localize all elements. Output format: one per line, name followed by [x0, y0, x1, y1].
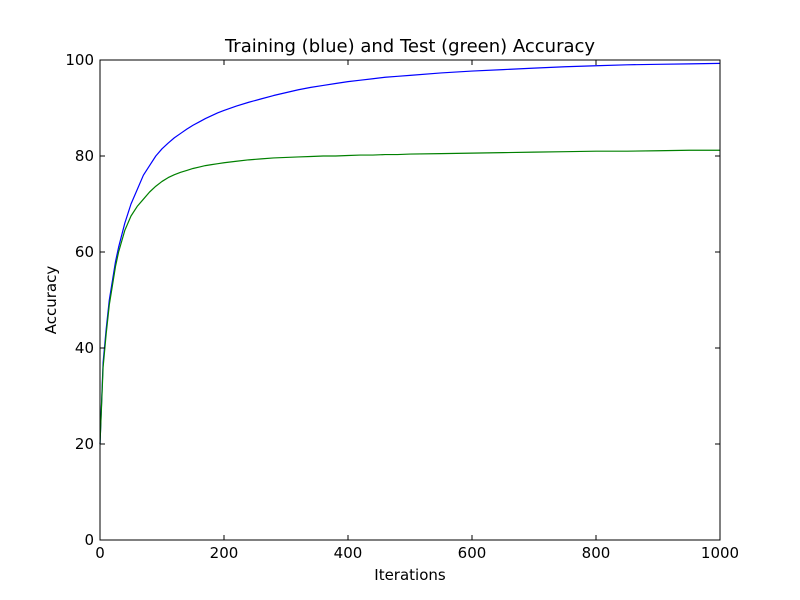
series-group — [99, 62, 721, 445]
x-tick-label: 0 — [95, 544, 105, 562]
chart-title: Training (blue) and Test (green) Accurac… — [224, 36, 595, 57]
y-axis-label: Accuracy — [42, 266, 60, 335]
x-tick-label: 1000 — [701, 544, 739, 562]
x-tick-label: 600 — [458, 544, 487, 562]
y-tick-label: 60 — [75, 243, 94, 261]
y-tick-label: 0 — [84, 531, 94, 549]
x-tick-label: 400 — [334, 544, 363, 562]
y-tick-label: 80 — [75, 147, 94, 165]
y-tick-label: 20 — [75, 435, 94, 453]
y-tick-label: 100 — [65, 51, 94, 69]
series-line-1 — [99, 62, 721, 445]
series-line-2 — [99, 149, 720, 445]
x-tick-label: 200 — [210, 544, 239, 562]
plot-frame — [99, 59, 721, 541]
x-axis-label: Iterations — [374, 566, 446, 584]
y-tick-label: 40 — [75, 339, 94, 357]
x-tick-label: 800 — [582, 544, 611, 562]
